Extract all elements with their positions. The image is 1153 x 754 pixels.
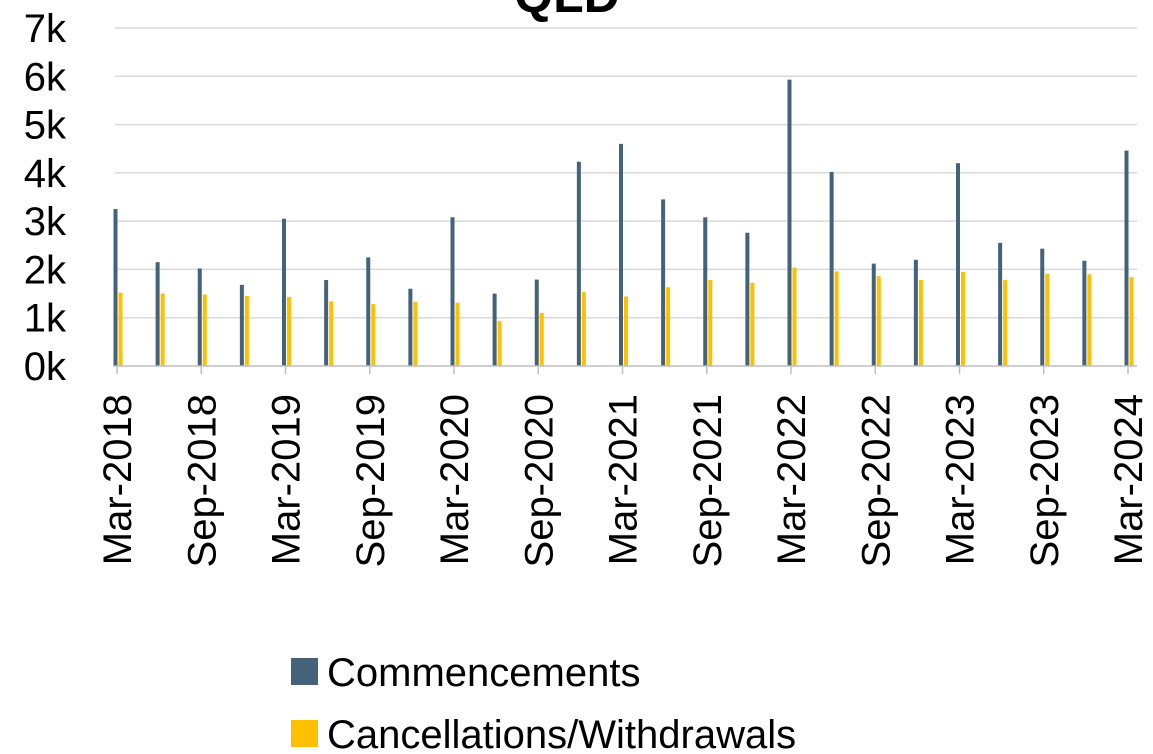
x-tick-label: Mar-2019 [265, 394, 309, 565]
bar [619, 143, 623, 366]
bar [118, 292, 123, 366]
bar [666, 287, 671, 366]
bar [792, 267, 797, 366]
y-tick-label: 1k [24, 297, 67, 341]
bar [413, 301, 418, 366]
x-tick-label: Mar-2018 [96, 394, 140, 565]
legend-swatch [291, 658, 318, 685]
x-tick-label: Mar-2023 [939, 394, 983, 565]
x-tick-label: Mar-2020 [433, 394, 477, 565]
bar [202, 294, 207, 366]
bar [539, 312, 544, 366]
bar [876, 276, 881, 366]
bar [244, 295, 249, 366]
y-tick-label: 4k [24, 152, 67, 196]
bar [113, 209, 118, 366]
x-tick-label: Sep-2020 [517, 394, 561, 567]
bar [1124, 150, 1129, 366]
bars [113, 79, 1134, 366]
bar [160, 293, 165, 366]
bar [918, 280, 923, 366]
bar [324, 280, 329, 366]
bar [1129, 277, 1134, 366]
bar [1082, 260, 1087, 366]
x-axis-ticks: Mar-2018 Sep-2018 Mar-2019 Sep-2019 Mar-2020… [96, 394, 1151, 567]
bar [624, 296, 628, 366]
bar [450, 217, 455, 366]
bar [497, 321, 502, 366]
bar [1003, 280, 1008, 366]
y-tick-label: 3k [24, 200, 67, 244]
bar [455, 302, 460, 366]
x-tick-label: Mar-2021 [602, 394, 646, 565]
bar [155, 262, 160, 366]
series-commencements [113, 79, 1129, 366]
bar [961, 271, 965, 366]
y-tick-label: 5k [24, 104, 67, 148]
bar [239, 284, 244, 366]
bar [956, 163, 960, 366]
bar [661, 199, 666, 366]
bar [581, 292, 586, 366]
bar [371, 304, 376, 366]
legend: Commencements Cancellations/Withdrawals [291, 651, 796, 754]
legend-label: Commencements [327, 651, 640, 695]
y-tick-label: 7k [24, 7, 67, 51]
series-cancellations-withdrawals [118, 267, 1134, 366]
legend-label: Cancellations/Withdrawals [327, 713, 796, 754]
bar [871, 263, 876, 366]
y-tick-label: 6k [24, 55, 67, 99]
bar [708, 280, 713, 366]
bar [329, 301, 334, 366]
y-tick-label: 2k [24, 248, 67, 292]
bar [408, 288, 413, 366]
axes [113, 365, 1137, 374]
bar [282, 218, 286, 366]
bar [998, 242, 1003, 366]
bar [1087, 274, 1092, 366]
bar [787, 79, 792, 366]
x-tick-label: Sep-2018 [180, 394, 224, 567]
legend-swatch [291, 720, 318, 747]
chart-title: QLD [514, 0, 620, 23]
bar [745, 232, 750, 366]
bar [913, 259, 918, 366]
bar [576, 161, 581, 366]
bar [750, 282, 755, 366]
bar [703, 217, 708, 366]
bar [287, 296, 291, 366]
x-tick-label: Mar-2022 [770, 394, 814, 565]
gridlines [115, 27, 1137, 319]
bar [829, 171, 834, 366]
bar [366, 257, 371, 366]
x-tick-label: Sep-2019 [349, 394, 393, 567]
x-tick-label: Sep-2021 [686, 394, 730, 567]
y-tick-label: 0k [24, 345, 67, 389]
x-tick-label: Sep-2022 [854, 394, 898, 567]
x-tick-label: Mar-2024 [1107, 394, 1151, 565]
bar [197, 268, 202, 366]
bar [492, 293, 497, 366]
x-tick-label: Sep-2023 [1023, 394, 1067, 567]
bar [834, 271, 839, 366]
bar [1040, 248, 1045, 366]
bar [534, 279, 539, 366]
bar [1045, 273, 1050, 366]
